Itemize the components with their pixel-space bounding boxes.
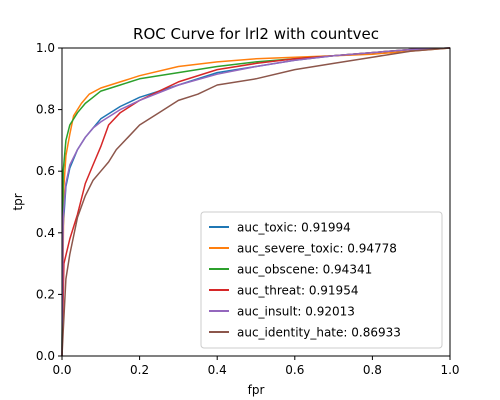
y-tick-label: 0.0 — [36, 349, 55, 363]
y-axis-ticks: 0.0 0.2 0.4 0.6 0.8 1.0 — [36, 41, 62, 363]
legend: auc_toxic: 0.91994 auc_severe_toxic: 0.94… — [200, 211, 443, 349]
x-axis-label: fpr — [248, 383, 265, 397]
x-tick-label: 1.0 — [440, 363, 459, 377]
plot-frame — [61, 47, 451, 357]
x-tick-label: 0.4 — [208, 363, 227, 377]
legend-label: auc_toxic: 0.91994 — [237, 221, 351, 235]
y-axis-label: tpr — [11, 193, 25, 210]
x-axis-ticks: 0.0 0.2 0.4 0.6 0.8 1.0 — [52, 356, 460, 377]
legend-label: auc_obscene: 0.94341 — [237, 263, 372, 277]
plot-curves — [61, 47, 451, 357]
x-tick-label: 0.2 — [130, 363, 149, 377]
legend-label: auc_identity_hate: 0.86933 — [237, 326, 401, 340]
y-tick-label: 0.2 — [36, 287, 55, 301]
y-tick-label: 0.4 — [36, 226, 55, 240]
y-tick-label: 1.0 — [36, 41, 55, 55]
x-tick-label: 0.8 — [363, 363, 382, 377]
legend-label: auc_severe_toxic: 0.94778 — [237, 242, 397, 256]
y-tick-label: 0.8 — [36, 103, 55, 117]
chart-title: ROC Curve for lrl2 with countvec — [133, 25, 379, 43]
y-tick-label: 0.6 — [36, 164, 55, 178]
x-tick-label: 0.0 — [52, 363, 71, 377]
x-tick-label: 0.6 — [285, 363, 304, 377]
legend-box — [200, 211, 443, 349]
series-line-4 — [61, 47, 451, 357]
series-line-5 — [61, 47, 451, 357]
legend-label: auc_insult: 0.92013 — [237, 305, 355, 319]
legend-label: auc_threat: 0.91954 — [237, 284, 358, 298]
